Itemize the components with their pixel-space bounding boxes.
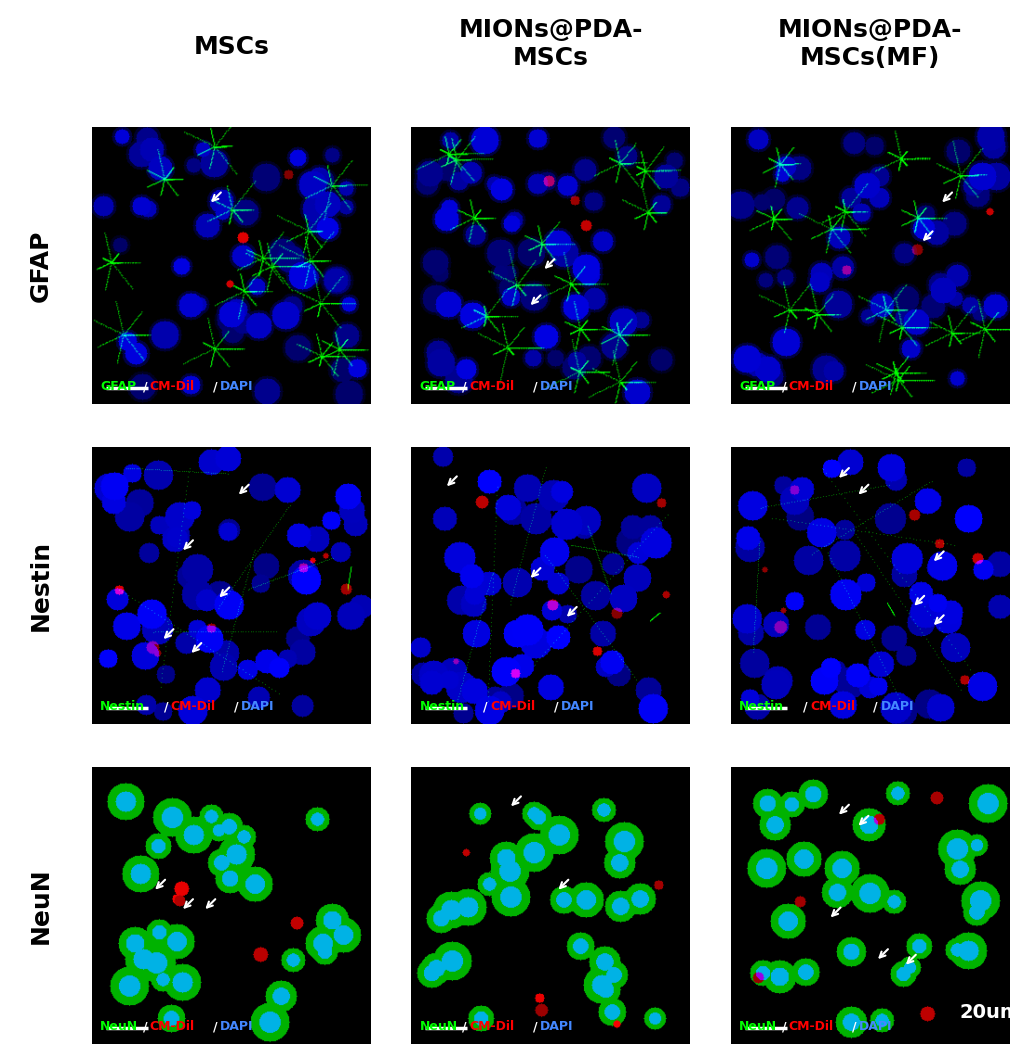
Text: DAPI: DAPI — [560, 701, 594, 713]
Text: /: / — [532, 1020, 537, 1033]
Text: /: / — [781, 1020, 786, 1033]
Text: /: / — [802, 701, 807, 713]
Text: /: / — [852, 380, 856, 394]
Text: NeuN: NeuN — [29, 867, 53, 944]
Text: CM-Dil: CM-Dil — [469, 1020, 514, 1033]
Text: CM-Dil: CM-Dil — [170, 701, 216, 713]
Text: DAPI: DAPI — [858, 380, 892, 394]
Text: Nestin: Nestin — [29, 540, 53, 631]
Text: DAPI: DAPI — [879, 701, 913, 713]
Text: DAPI: DAPI — [858, 1020, 892, 1033]
Text: MSCs: MSCs — [513, 46, 588, 70]
Text: MSCs(MF): MSCs(MF) — [800, 46, 940, 70]
Text: /: / — [164, 701, 168, 713]
Text: /: / — [553, 701, 558, 713]
Text: DAPI: DAPI — [220, 1020, 254, 1033]
Text: /: / — [143, 380, 147, 394]
Text: MIONs@PDA-: MIONs@PDA- — [777, 18, 962, 41]
Text: GFAP: GFAP — [420, 380, 455, 394]
Text: CM-Dil: CM-Dil — [150, 380, 195, 394]
Text: /: / — [852, 1020, 856, 1033]
Text: MIONs@PDA-: MIONs@PDA- — [459, 18, 642, 41]
Text: CM-Dil: CM-Dil — [490, 701, 535, 713]
Text: /: / — [213, 380, 217, 394]
Text: DAPI: DAPI — [539, 1020, 573, 1033]
Text: GFAP: GFAP — [100, 380, 137, 394]
Text: CM-Dil: CM-Dil — [150, 1020, 195, 1033]
Text: /: / — [143, 1020, 147, 1033]
Text: /: / — [872, 701, 877, 713]
Text: NeuN: NeuN — [420, 1020, 458, 1033]
Text: /: / — [234, 701, 238, 713]
Text: CM-Dil: CM-Dil — [809, 701, 854, 713]
Text: MSCs: MSCs — [193, 36, 269, 59]
Text: /: / — [781, 380, 786, 394]
Text: /: / — [483, 701, 487, 713]
Text: CM-Dil: CM-Dil — [788, 1020, 833, 1033]
Text: NeuN: NeuN — [100, 1020, 139, 1033]
Text: Nestin: Nestin — [739, 701, 784, 713]
Text: DAPI: DAPI — [539, 380, 573, 394]
Text: Nestin: Nestin — [100, 701, 145, 713]
Text: /: / — [462, 380, 467, 394]
Text: CM-Dil: CM-Dil — [788, 380, 833, 394]
Text: DAPI: DAPI — [220, 380, 254, 394]
Text: CM-Dil: CM-Dil — [469, 380, 514, 394]
Text: Nestin: Nestin — [420, 701, 465, 713]
Text: DAPI: DAPI — [242, 701, 274, 713]
Text: 20um: 20um — [959, 1003, 1019, 1022]
Text: /: / — [532, 380, 537, 394]
Text: GFAP: GFAP — [739, 380, 774, 394]
Text: /: / — [462, 1020, 467, 1033]
Text: /: / — [213, 1020, 217, 1033]
Text: GFAP: GFAP — [29, 229, 53, 302]
Text: NeuN: NeuN — [739, 1020, 776, 1033]
